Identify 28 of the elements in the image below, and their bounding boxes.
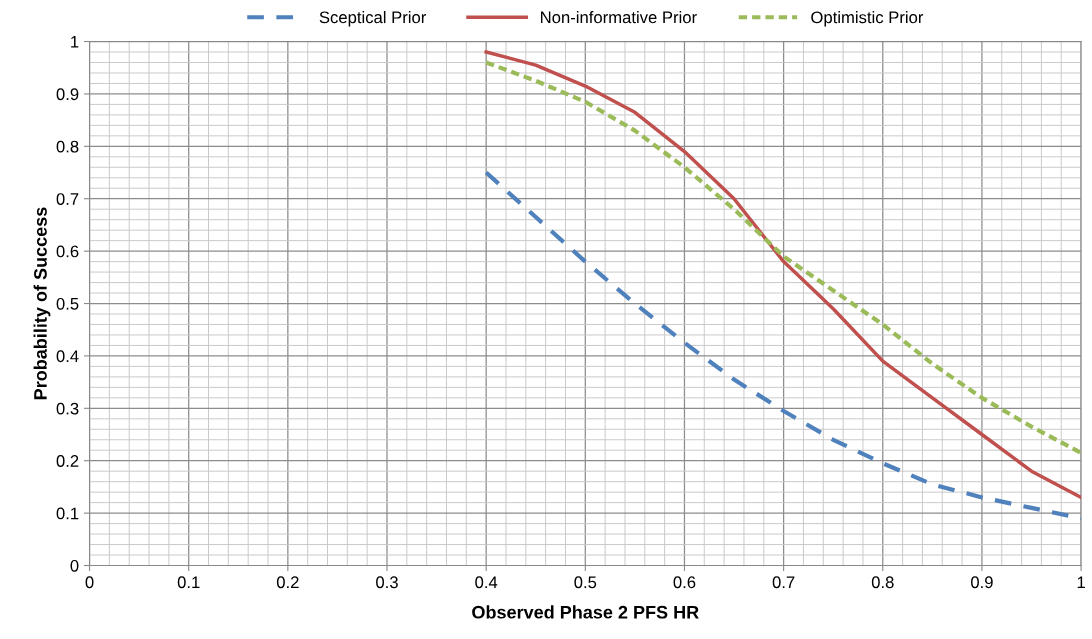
- x-tick-label: 0: [85, 576, 94, 589]
- y-tick-label: 1: [71, 36, 79, 48]
- x-tick-label: 0.5: [574, 576, 597, 589]
- x-tick-label: 0.4: [475, 576, 498, 589]
- x-tick-label: 0.2: [276, 576, 299, 589]
- x-tick-label: 0.8: [871, 576, 894, 589]
- x-tick-label: 0.9: [970, 576, 993, 589]
- y-tick-label: 0.8: [56, 140, 79, 153]
- x-tick-label: 0.3: [376, 576, 398, 589]
- y-tick-label: 0.3: [56, 402, 79, 415]
- y-tick-label: 0: [70, 559, 79, 572]
- y-tick-label: 0.5: [56, 297, 79, 310]
- legend-label: Non-informative Prior: [541, 11, 697, 24]
- y-tick-label: 0.7: [56, 193, 79, 205]
- x-tick-label: 0.1: [177, 576, 200, 589]
- line-series: [484, 170, 1082, 521]
- y-tick-label: 0.9: [56, 88, 79, 101]
- y-tick-label: 0.1: [56, 507, 79, 520]
- legend-label: Sceptical Prior: [319, 11, 427, 27]
- x-axis-title: Observed Phase 2 PFS HR: [472, 605, 699, 619]
- y-tick-label: 0.4: [56, 350, 79, 363]
- x-tick-label: 0.6: [673, 576, 696, 589]
- y-tick-label: 0.6: [56, 245, 79, 258]
- x-tick-label: 1: [1077, 576, 1085, 589]
- y-tick-label: 0.2: [56, 455, 79, 467]
- x-tick-label: 0.7: [772, 576, 795, 589]
- y-axis-title: Probability of Success: [33, 207, 51, 400]
- legend-label: Optimistic Prior: [811, 11, 924, 27]
